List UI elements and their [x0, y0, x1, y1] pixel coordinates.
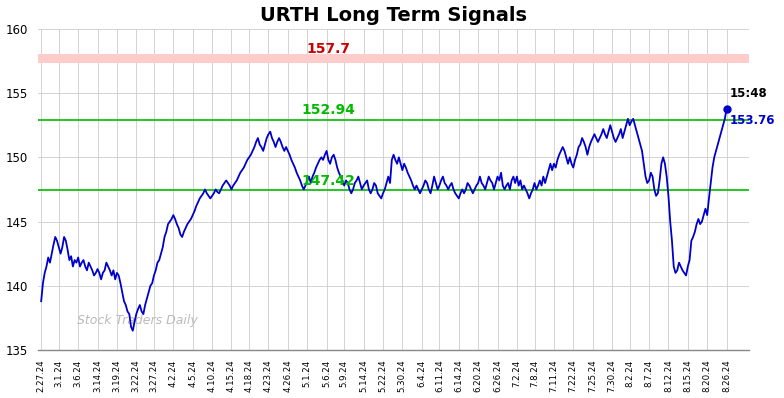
Text: 157.7: 157.7: [307, 42, 350, 56]
Text: 15:48: 15:48: [730, 87, 768, 100]
Title: URTH Long Term Signals: URTH Long Term Signals: [260, 6, 527, 25]
Bar: [38, 54, 750, 63]
Text: Stock Traders Daily: Stock Traders Daily: [77, 314, 198, 328]
Text: 147.42: 147.42: [301, 174, 355, 188]
Text: 153.76: 153.76: [730, 114, 775, 127]
Text: 152.94: 152.94: [301, 103, 355, 117]
